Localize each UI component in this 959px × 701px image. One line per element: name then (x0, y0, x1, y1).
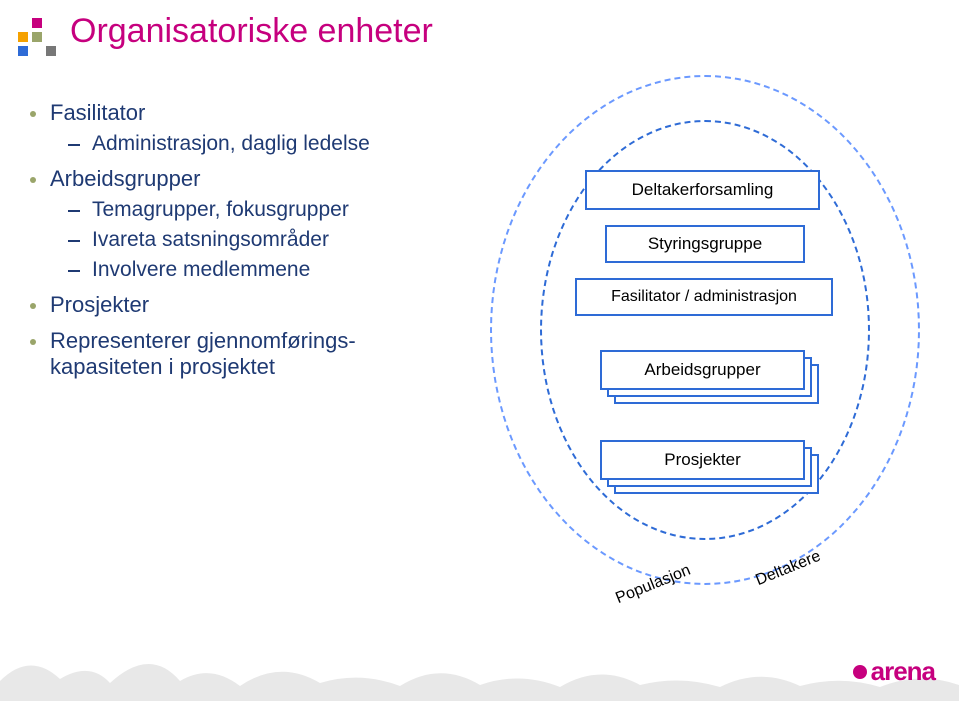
diagram-box-deltakerforsamling: Deltakerforsamling (585, 170, 820, 210)
bullet-list: Fasilitator Administrasjon, daglig ledels… (30, 90, 460, 380)
bullet-sub-text: Temagrupper, fokusgrupper (92, 198, 349, 222)
footer-silhouette (0, 641, 959, 701)
bullet-top: Arbeidsgrupper (30, 166, 460, 192)
bullet-text: Fasilitator (50, 100, 145, 126)
bullet-sub-text: Administrasjon, daglig ledelse (92, 132, 370, 156)
diagram-box-fasilitator: Fasilitator / administrasjon (575, 278, 833, 316)
bullet-dash-icon (68, 270, 80, 272)
brand-dot-icon (853, 665, 867, 679)
bullet-top: Fasilitator (30, 100, 460, 126)
bullet-dash-icon (68, 210, 80, 212)
brand-text: arena (871, 656, 935, 687)
logo-sq (18, 46, 28, 56)
bullet-text: Representerer gjennomførings-kapasiteten… (50, 328, 460, 380)
bullet-dash-icon (68, 144, 80, 146)
bullet-text: Arbeidsgrupper (50, 166, 200, 192)
bullet-dash-icon (68, 240, 80, 242)
bullet-sub: Ivareta satsningsområder (68, 228, 460, 252)
org-diagram: Deltakerforsamling Styringsgruppe Fasilita… (470, 60, 940, 600)
bullet-dot-icon (30, 111, 36, 117)
diagram-box-styringsgruppe: Styringsgruppe (605, 225, 805, 263)
logo-sq (46, 46, 56, 56)
bullet-dot-icon (30, 303, 36, 309)
page-title: Organisatoriske enheter (70, 12, 433, 51)
bullet-sub-text: Involvere medlemmene (92, 258, 310, 282)
bullet-sub: Involvere medlemmene (68, 258, 460, 282)
bullet-sub: Temagrupper, fokusgrupper (68, 198, 460, 222)
logo-mark (18, 18, 60, 60)
bullet-top: Prosjekter (30, 292, 460, 318)
bullet-text: Prosjekter (50, 292, 149, 318)
diagram-box-prosjekter: Prosjekter (600, 440, 805, 480)
bullet-dot-icon (30, 339, 36, 345)
bullet-sub-text: Ivareta satsningsområder (92, 228, 329, 252)
bullet-sub: Administrasjon, daglig ledelse (68, 132, 460, 156)
logo-sq (32, 32, 42, 42)
bullet-dot-icon (30, 177, 36, 183)
logo-sq (32, 18, 42, 28)
diagram-box-arbeidsgrupper: Arbeidsgrupper (600, 350, 805, 390)
bullet-top: Representerer gjennomførings-kapasiteten… (30, 328, 460, 380)
logo-sq (18, 32, 28, 42)
brand-logo: arena (853, 656, 935, 687)
